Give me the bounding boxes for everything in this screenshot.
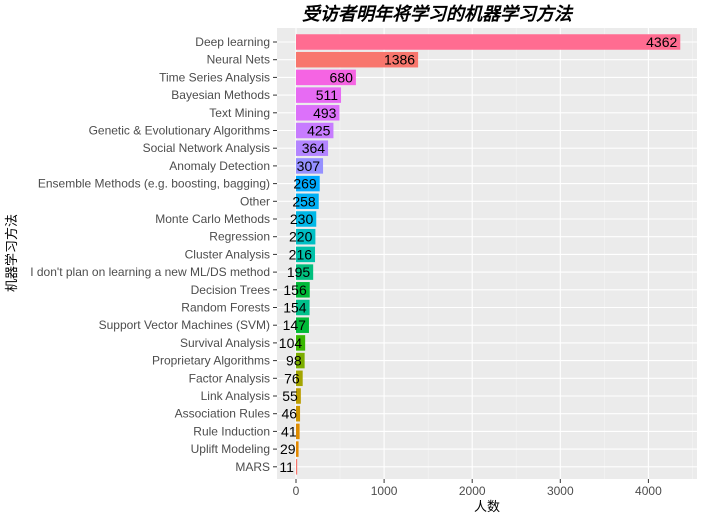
bar-value-label: 493 bbox=[313, 105, 337, 121]
y-tick-label: Genetic & Evolutionary Algorithms bbox=[89, 124, 270, 138]
x-tick-label: 2000 bbox=[459, 484, 486, 498]
bar bbox=[296, 122, 334, 139]
y-tick-label: Association Rules bbox=[175, 407, 270, 421]
y-tick-label: Neural Nets bbox=[207, 53, 270, 67]
bar-value-label: 104 bbox=[279, 335, 303, 351]
x-axis-ticks: 0 1000 2000 3000 4000 bbox=[293, 479, 662, 498]
y-tick-label: MARS bbox=[235, 460, 270, 474]
bar-value-label: 98 bbox=[286, 353, 302, 369]
bar-value-label: 220 bbox=[289, 229, 313, 245]
bar-value-label: 307 bbox=[297, 158, 321, 174]
bar-value-label: 269 bbox=[293, 176, 317, 192]
bar bbox=[296, 193, 319, 210]
bar-value-label: 55 bbox=[282, 388, 298, 404]
bar bbox=[296, 211, 317, 227]
y-tick-label: Other bbox=[240, 194, 270, 208]
bar bbox=[296, 246, 316, 263]
bar bbox=[296, 175, 320, 192]
bar-value-label: 11 bbox=[279, 459, 294, 475]
y-tick-label: Text Mining bbox=[209, 106, 270, 120]
bar bbox=[296, 51, 419, 68]
bar-value-label: 258 bbox=[292, 193, 316, 209]
bar bbox=[296, 158, 324, 174]
bar-value-label: 156 bbox=[283, 282, 307, 298]
bar-value-label: 147 bbox=[283, 317, 307, 333]
bar bbox=[296, 105, 340, 121]
bar-value-label: 680 bbox=[330, 69, 354, 85]
bar bbox=[296, 140, 329, 156]
y-tick-label: Social Network Analysis bbox=[143, 141, 270, 155]
y-tick-label: Support Vector Machines (SVM) bbox=[99, 318, 270, 332]
bar bbox=[296, 405, 301, 422]
bar-value-label: 76 bbox=[284, 370, 300, 386]
y-tick-label: Cluster Analysis bbox=[185, 247, 270, 261]
y-tick-label: Decision Trees bbox=[191, 283, 270, 297]
x-tick-label: 1000 bbox=[371, 484, 398, 498]
y-axis-ticks: Deep learning Neural Nets Time Series Anal… bbox=[30, 35, 277, 474]
bar-value-label: 425 bbox=[307, 123, 331, 139]
bar bbox=[296, 87, 342, 103]
bar-value-label: 1386 bbox=[384, 52, 415, 68]
y-tick-label: Random Forests bbox=[181, 301, 270, 315]
bar bbox=[296, 34, 681, 50]
bar-value-label: 154 bbox=[283, 300, 307, 316]
y-tick-label: Regression bbox=[209, 230, 270, 244]
bar-value-label: 364 bbox=[302, 140, 326, 156]
y-tick-label: Survival Analysis bbox=[180, 336, 270, 350]
y-tick-label: Bayesian Methods bbox=[171, 88, 270, 102]
y-tick-label: Deep learning bbox=[195, 35, 270, 49]
y-tick-label: Uplift Modeling bbox=[191, 442, 270, 456]
bar bbox=[296, 282, 310, 298]
bar bbox=[296, 335, 306, 351]
y-tick-label: Time Series Analysis bbox=[159, 70, 270, 84]
bar bbox=[296, 228, 316, 245]
x-axis-label: 人数 bbox=[474, 500, 500, 515]
bars bbox=[296, 34, 681, 475]
y-tick-label: Monte Carlo Methods bbox=[155, 212, 270, 226]
y-tick-label: I don't plan on learning a new ML/DS met… bbox=[30, 265, 270, 279]
y-tick-label: Link Analysis bbox=[201, 389, 270, 403]
bar bbox=[296, 388, 301, 404]
bar bbox=[296, 352, 305, 369]
bar bbox=[296, 264, 314, 280]
bar bbox=[296, 441, 299, 457]
y-tick-label: Rule Induction bbox=[193, 424, 270, 438]
bar bbox=[296, 370, 303, 387]
chart-title: 受访者明年将学习的机器学习方法 bbox=[302, 4, 574, 25]
y-tick-label: Proprietary Algorithms bbox=[152, 354, 270, 368]
bar bbox=[296, 317, 309, 333]
bar-value-label: 216 bbox=[289, 246, 313, 262]
bar-value-label: 195 bbox=[287, 264, 311, 280]
grid-lines bbox=[277, 28, 697, 479]
y-tick-label: Ensemble Methods (e.g. boosting, bagging… bbox=[38, 177, 270, 191]
bar bbox=[296, 459, 298, 475]
plot-panel bbox=[277, 28, 697, 479]
y-axis-label: 机器学习方法 bbox=[4, 214, 20, 292]
bar bbox=[296, 69, 356, 86]
bar-value-label: 4362 bbox=[646, 34, 677, 50]
y-tick-label: Factor Analysis bbox=[189, 371, 270, 385]
bar-value-label: 41 bbox=[281, 423, 297, 439]
x-tick-label: 4000 bbox=[635, 484, 662, 498]
bar-value-label: 230 bbox=[290, 211, 314, 227]
bar-value-label: 29 bbox=[280, 441, 296, 457]
x-tick-label: 0 bbox=[293, 484, 300, 498]
bar-value-label: 511 bbox=[316, 87, 339, 103]
x-tick-label: 3000 bbox=[547, 484, 574, 498]
bar-value-label: 46 bbox=[281, 406, 297, 422]
bar bbox=[296, 299, 310, 316]
y-tick-label: Anomaly Detection bbox=[169, 159, 270, 173]
bar bbox=[296, 423, 300, 440]
